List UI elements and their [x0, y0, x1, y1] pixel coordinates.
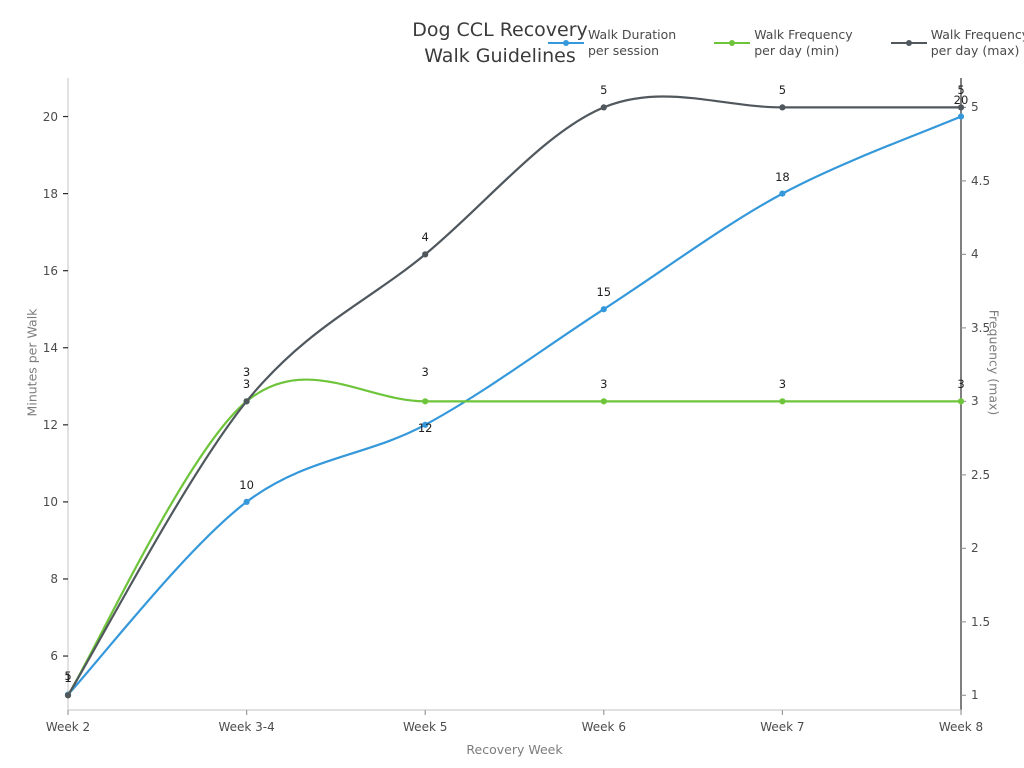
data-point-walk-frequency-max — [422, 251, 429, 258]
y-axis-left-tick-label: 12 — [42, 417, 58, 432]
x-axis-title: Recovery Week — [466, 742, 563, 757]
y-axis-left-tick-label: 8 — [50, 571, 58, 586]
chart-title-line-2: Walk Guidelines — [424, 44, 576, 67]
data-point-walk-frequency-min — [422, 398, 429, 405]
data-point-label-walk-frequency-min: 3 — [778, 377, 787, 392]
y-axis-left-tick-label: 16 — [42, 263, 58, 278]
series-line-walk-frequency-max — [66, 95, 963, 697]
data-point-label-walk-duration: 18 — [775, 169, 790, 184]
data-point-walk-frequency-max — [64, 692, 72, 699]
y-axis-left-tick-label: 18 — [42, 186, 58, 201]
x-axis-tick-label: Week 8 — [938, 720, 984, 734]
y-axis-right-tick-label: 3.5 — [971, 320, 991, 335]
data-point-label-walk-frequency-max: 5 — [957, 83, 965, 98]
legend-label-walk-duration: Walk Duration per session — [588, 27, 676, 58]
data-point-label-walk-duration: 10 — [239, 477, 254, 492]
legend-item-walk-duration[interactable]: Walk Duration per session — [548, 27, 676, 58]
data-point-walk-duration — [957, 113, 965, 120]
y-axis-left-tick-label: 6 — [50, 649, 58, 664]
legend-label-line-1: Walk Frequency — [754, 27, 853, 42]
chart-title-line-1: Dog CCL Recovery — [412, 19, 588, 41]
data-point-label-walk-frequency-min: 3 — [242, 377, 251, 392]
data-point-label-walk-duration: 15 — [596, 285, 612, 300]
legend-marker-line-icon — [548, 36, 584, 50]
legend-label-line-2: per day (min) — [754, 42, 840, 58]
data-point-walk-frequency-max — [957, 104, 965, 111]
data-point-label-walk-frequency-min: 1 — [64, 671, 72, 686]
y-axis-right-tick-label: 3 — [971, 394, 979, 409]
legend-item-walk-frequency-max[interactable]: Walk Frequency per day (max) — [890, 27, 1024, 58]
chart-legend: Walk Duration per session Walk Frequency… — [548, 27, 1024, 58]
y-axis-right-tick-label: 2.5 — [971, 467, 991, 482]
data-point-walk-duration — [422, 421, 429, 428]
data-point-label-walk-duration: 5 — [64, 668, 72, 683]
legend-marker-line-icon — [890, 36, 927, 50]
y-axis-right-tick-label: 5 — [971, 100, 979, 115]
data-point-walk-frequency-min — [779, 398, 786, 405]
legend-item-walk-frequency-min[interactable]: Walk Frequency per day (min) — [714, 27, 853, 58]
legend-label-line-1: Walk Duration — [588, 27, 677, 42]
data-point-walk-frequency-max — [243, 398, 250, 405]
series-line-walk-duration — [66, 115, 963, 696]
legend-marker-line-icon — [714, 36, 751, 50]
legend-label-line-2: per day (max) — [930, 42, 1020, 58]
y-axis-left-tick-label: 20 — [42, 109, 58, 124]
data-point-label-walk-frequency-min: 3 — [421, 365, 429, 380]
data-point-label-walk-frequency-min: 3 — [600, 377, 608, 392]
y-axis-right-tick-label: 1 — [971, 688, 979, 703]
series-line-walk-frequency-min — [66, 378, 963, 697]
x-axis-tick-label: Week 5 — [403, 720, 448, 734]
x-axis-tick-label: Week 2 — [45, 720, 91, 734]
data-point-walk-duration — [243, 498, 250, 506]
legend-label-line-2: per session — [588, 42, 660, 58]
data-point-walk-frequency-max — [779, 104, 786, 111]
x-axis-tick-label: Week 7 — [760, 720, 805, 734]
data-point-label-walk-frequency-max: 5 — [600, 83, 608, 98]
legend-label-walk-frequency-min: Walk Frequency per day (min) — [754, 27, 852, 58]
x-axis-tick-label: Week 3-4 — [218, 720, 275, 734]
y-axis-left-tick-label: 10 — [42, 494, 58, 509]
data-point-label-walk-frequency-min: 3 — [957, 377, 965, 392]
data-point-label-walk-frequency-max: 3 — [242, 365, 251, 380]
y-axis-right-tick-label: 4.5 — [971, 173, 991, 188]
y-axis-right-tick-label: 1.5 — [971, 614, 991, 629]
y-axis-left-tick-label: 14 — [42, 340, 58, 355]
x-axis-tick-label: Week 6 — [581, 720, 626, 734]
legend-label-walk-frequency-max: Walk Frequency per day (max) — [931, 27, 1024, 58]
data-point-label-walk-frequency-max: 1 — [64, 671, 72, 686]
data-point-walk-frequency-max — [600, 104, 607, 111]
data-point-label-walk-frequency-max: 4 — [421, 230, 429, 245]
data-point-label-walk-frequency-max: 5 — [778, 83, 787, 98]
legend-label-line-1: Walk Frequency — [930, 27, 1024, 42]
data-point-walk-duration — [779, 190, 786, 197]
y-axis-right-tick-label: 2 — [971, 541, 979, 556]
data-point-walk-frequency-min — [957, 398, 965, 405]
data-point-walk-frequency-min — [600, 398, 607, 405]
data-point-label-walk-duration: 12 — [417, 420, 433, 435]
data-point-walk-duration — [600, 306, 607, 313]
y-axis-right-tick-label: 4 — [971, 247, 979, 262]
chart-title: Dog CCL Recovery Walk Guidelines — [330, 18, 670, 69]
data-point-label-walk-duration: 20 — [953, 92, 969, 107]
